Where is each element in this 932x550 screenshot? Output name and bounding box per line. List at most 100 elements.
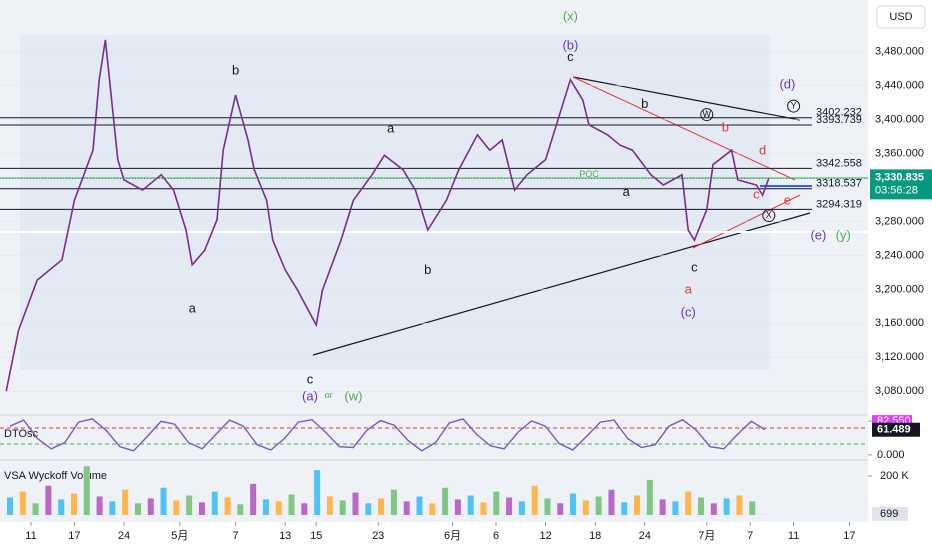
- volume-bar: [595, 496, 602, 515]
- wave-label: W: [703, 109, 712, 119]
- volume-bar: [480, 502, 487, 515]
- y-tick-label: 3,400.000: [875, 114, 924, 126]
- volume-bar: [58, 499, 65, 515]
- volume-bar: [288, 494, 295, 515]
- oscillator-line: [9, 418, 766, 452]
- y-tick-label: 3,120.000: [875, 351, 924, 363]
- volume-bar: [621, 502, 628, 515]
- volume-bar: [710, 503, 717, 515]
- volume-bar: [557, 503, 564, 515]
- level-label: 3393.739: [816, 114, 862, 126]
- currency-label: USD: [889, 11, 912, 23]
- volume-bar: [544, 498, 551, 515]
- x-tick-label: 17: [68, 530, 80, 542]
- wave-label: (y): [836, 227, 851, 242]
- osc-tick-label: 0.000: [877, 449, 905, 461]
- x-tick-label: 13: [279, 530, 291, 542]
- volume-bar: [518, 501, 525, 515]
- level-label: 3294.319: [816, 198, 862, 210]
- volume-bar: [301, 503, 308, 515]
- x-tick-label: 18: [589, 530, 601, 542]
- wave-label: b: [424, 262, 431, 277]
- volume-tick-label: 200 K: [880, 470, 909, 482]
- wave-label: c: [691, 260, 698, 275]
- osc-current-label: 61.489: [877, 424, 911, 436]
- wave-label: a: [623, 184, 631, 199]
- volume-bar: [672, 501, 679, 515]
- currency-button[interactable]: [876, 5, 926, 29]
- volume-bar: [96, 496, 103, 515]
- volume-bar: [646, 479, 653, 515]
- volume-bar: [531, 485, 538, 515]
- volume-bar: [736, 495, 743, 515]
- osc-title: DTOsc: [4, 428, 39, 440]
- y-tick-label: 3,240.000: [875, 249, 924, 261]
- volume-current-label: 699: [880, 508, 898, 520]
- volume-current-tag: [872, 506, 908, 521]
- volume-bar: [45, 485, 52, 515]
- wave-label: (x): [563, 8, 578, 23]
- x-tick-label: 7月: [698, 530, 715, 542]
- volume-bar: [403, 501, 410, 515]
- volume-bar: [352, 492, 359, 515]
- wave-label: a: [685, 282, 693, 297]
- volume-bar: [493, 491, 500, 515]
- wave-label: e: [784, 193, 791, 208]
- wave-label: a: [387, 120, 395, 135]
- y-tick-label: 3,480.000: [875, 46, 924, 58]
- volume-bar: [314, 470, 321, 515]
- volume-bar: [32, 503, 39, 515]
- wave-label: b: [232, 63, 239, 78]
- volume-bar: [570, 493, 577, 515]
- y-tick-label: 3,440.000: [875, 80, 924, 92]
- volume-bar: [442, 487, 449, 515]
- volume-bar: [608, 489, 615, 515]
- volume-bar: [211, 491, 218, 515]
- volume-bar: [173, 500, 180, 515]
- wave-label: b: [641, 96, 648, 111]
- volume-bar: [506, 497, 513, 515]
- y-tick-label: 3,080.000: [875, 385, 924, 397]
- wave-label: or: [325, 390, 333, 400]
- wave-label: X: [766, 210, 772, 220]
- volume-bar: [134, 503, 141, 515]
- price-axis-panel: [868, 0, 932, 550]
- trendline: [572, 76, 801, 121]
- volume-bar: [429, 503, 436, 515]
- wave-label: (b): [562, 37, 578, 52]
- volume-bar: [454, 499, 461, 515]
- volume-bar: [250, 483, 257, 515]
- trendline: [572, 76, 796, 181]
- last-price-label: 3,330.835: [875, 171, 924, 183]
- wave-label: a: [189, 300, 197, 315]
- x-tick-label: 17: [843, 530, 855, 542]
- y-tick-label: 3,200.000: [875, 283, 924, 295]
- volume-bar: [19, 491, 26, 515]
- y-tick-label: 3,280.000: [875, 215, 924, 227]
- x-tick-label: 24: [118, 530, 130, 542]
- level-label: 3342.558: [816, 157, 862, 169]
- annotation-circle: [700, 108, 714, 122]
- x-tick-label: 23: [372, 530, 384, 542]
- annotation-circle: [787, 99, 801, 113]
- volume-bar: [378, 498, 385, 515]
- volume-bar: [698, 497, 705, 515]
- x-tick-label: 15: [310, 530, 322, 542]
- volume-bar: [390, 489, 397, 515]
- volume-bar: [685, 491, 692, 515]
- volume-bar: [83, 466, 90, 515]
- level-label: 3402.232: [816, 107, 862, 119]
- last-price-tag: [870, 169, 932, 200]
- wave-label: d: [759, 143, 766, 158]
- level-label: 3318.537: [816, 178, 862, 190]
- x-tick-label: 11: [788, 530, 799, 542]
- wave-label: (e): [810, 227, 826, 242]
- volume-bar: [339, 500, 346, 515]
- trendline: [312, 212, 811, 356]
- wave-label: Y: [791, 100, 797, 110]
- volume-bar: [122, 489, 129, 515]
- time-axis-panel: [0, 522, 868, 550]
- volume-bar: [365, 503, 372, 515]
- wave-label: (c): [681, 305, 696, 320]
